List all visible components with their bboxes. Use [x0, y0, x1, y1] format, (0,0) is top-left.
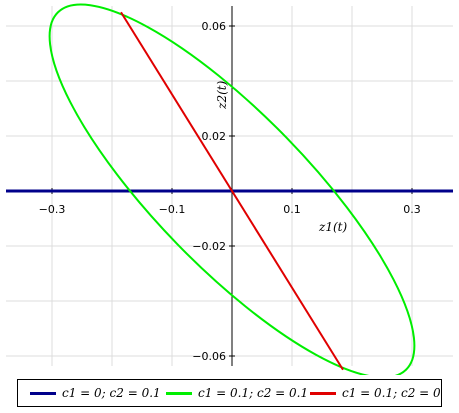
plot-area: −0.3 −0.1 0.1 0.3 −0.06 −0.02 0.02 0.06 z1(t) z… — [6, 3, 453, 375]
legend-label-series-1: c1 = 0; c2 = 0.1 — [62, 386, 161, 400]
x-axis-label: z1(t) — [318, 220, 347, 234]
tick-labels: −0.3 −0.1 0.1 0.3 −0.06 −0.02 0.02 0.06 — [39, 20, 421, 363]
x-tick-label: 0.3 — [403, 203, 421, 216]
x-tick-label: −0.3 — [39, 203, 66, 216]
y-tick-label: −0.02 — [192, 240, 226, 253]
legend-swatch-series-3 — [310, 391, 336, 395]
y-tick-label: −0.06 — [192, 350, 226, 363]
legend-swatch-series-1 — [30, 391, 56, 395]
series-3-line — [120, 11, 344, 371]
y-axis-label: z2(t) — [215, 80, 229, 109]
series-group — [6, 3, 453, 375]
legend-swatch-series-2 — [166, 391, 192, 395]
x-tick-label: −0.1 — [159, 203, 186, 216]
y-tick-label: 0.02 — [202, 130, 227, 143]
legend-item-series-3: c1 = 0.1; c2 = 0 — [310, 380, 441, 406]
legend-item-series-1: c1 = 0; c2 = 0.1 — [30, 380, 161, 406]
axes — [51, 6, 413, 366]
legend-label-series-3: c1 = 0.1; c2 = 0 — [342, 386, 441, 400]
y-tick-label: 0.06 — [202, 20, 227, 33]
legend-label-series-2: c1 = 0.1; c2 = 0.1 — [198, 386, 309, 400]
legend: c1 = 0; c2 = 0.1 c1 = 0.1; c2 = 0.1 c1 =… — [17, 379, 442, 407]
series-2-line — [48, 3, 416, 375]
x-tick-label: 0.1 — [283, 203, 301, 216]
legend-item-series-2: c1 = 0.1; c2 = 0.1 — [166, 380, 308, 406]
